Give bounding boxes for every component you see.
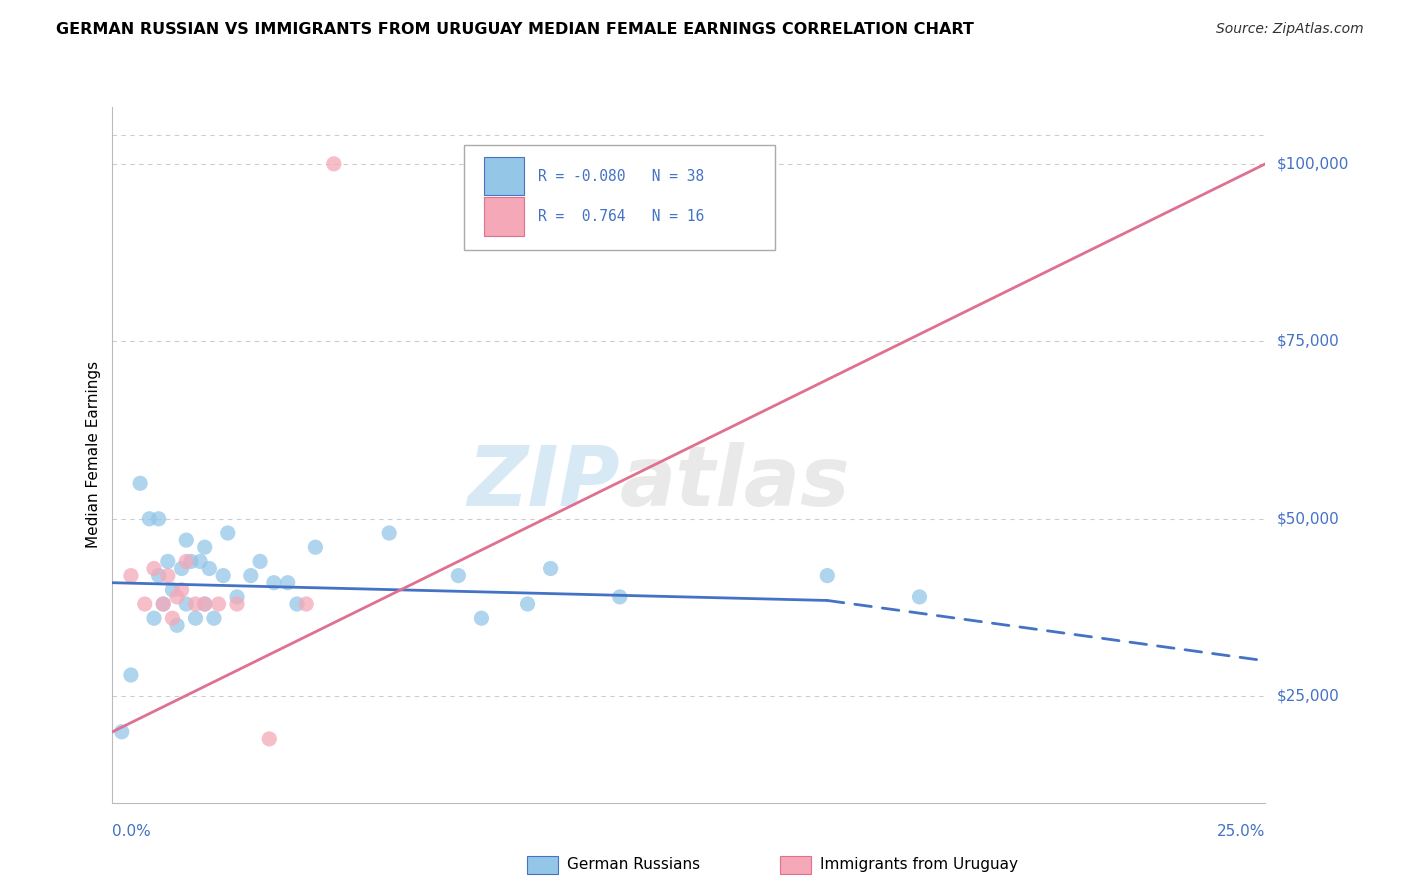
Point <box>207 597 229 611</box>
Text: R =  0.764   N = 16: R = 0.764 N = 16 <box>538 209 704 224</box>
Point <box>516 597 538 611</box>
Point <box>148 568 170 582</box>
Point <box>170 582 193 597</box>
Text: $50,000: $50,000 <box>1277 511 1340 526</box>
Point <box>152 597 174 611</box>
Point <box>470 611 492 625</box>
Point <box>194 597 217 611</box>
Point <box>226 590 249 604</box>
Point <box>249 554 271 568</box>
Text: $75,000: $75,000 <box>1277 334 1340 349</box>
Point <box>138 512 160 526</box>
Point <box>152 597 174 611</box>
Point <box>174 533 197 548</box>
Point <box>295 597 318 611</box>
Point <box>180 554 202 568</box>
Text: Immigrants from Uruguay: Immigrants from Uruguay <box>820 857 1018 871</box>
Bar <box>484 197 524 235</box>
Point <box>239 568 262 582</box>
Bar <box>484 157 524 195</box>
Point <box>148 512 170 526</box>
Text: German Russians: German Russians <box>567 857 700 871</box>
Point <box>156 568 179 582</box>
Text: atlas: atlas <box>620 442 851 524</box>
Point <box>174 554 197 568</box>
Point <box>217 526 239 541</box>
Point <box>304 540 326 554</box>
Point <box>129 476 152 491</box>
Text: $25,000: $25,000 <box>1277 689 1340 704</box>
Point <box>162 611 184 625</box>
Point <box>285 597 308 611</box>
Point <box>166 590 188 604</box>
Point <box>263 575 285 590</box>
Point <box>277 575 299 590</box>
Text: Source: ZipAtlas.com: Source: ZipAtlas.com <box>1216 22 1364 37</box>
Point <box>156 554 179 568</box>
Point <box>609 590 631 604</box>
Point <box>188 554 211 568</box>
Point <box>170 561 193 575</box>
Point <box>120 568 142 582</box>
Point <box>815 568 838 582</box>
FancyBboxPatch shape <box>464 145 776 250</box>
Point <box>322 157 344 171</box>
Text: GERMAN RUSSIAN VS IMMIGRANTS FROM URUGUAY MEDIAN FEMALE EARNINGS CORRELATION CHA: GERMAN RUSSIAN VS IMMIGRANTS FROM URUGUA… <box>56 22 974 37</box>
Point <box>184 597 207 611</box>
Point <box>162 582 184 597</box>
Point <box>143 611 166 625</box>
Text: 25.0%: 25.0% <box>1218 824 1265 839</box>
Point <box>259 731 281 746</box>
Text: $100,000: $100,000 <box>1277 156 1348 171</box>
Point <box>447 568 470 582</box>
Text: 0.0%: 0.0% <box>112 824 152 839</box>
Point <box>226 597 249 611</box>
Point <box>212 568 235 582</box>
Point <box>378 526 401 541</box>
Y-axis label: Median Female Earnings: Median Female Earnings <box>86 361 101 549</box>
Point <box>908 590 931 604</box>
Point <box>174 597 197 611</box>
Point <box>111 724 134 739</box>
Point <box>166 618 188 632</box>
Text: ZIP: ZIP <box>467 442 620 524</box>
Text: R = -0.080   N = 38: R = -0.080 N = 38 <box>538 169 704 184</box>
Point <box>540 561 562 575</box>
Point <box>120 668 142 682</box>
Point <box>194 540 217 554</box>
Point <box>184 611 207 625</box>
Point <box>202 611 225 625</box>
Point <box>198 561 221 575</box>
Point <box>143 561 166 575</box>
Point <box>194 597 217 611</box>
Point <box>134 597 156 611</box>
